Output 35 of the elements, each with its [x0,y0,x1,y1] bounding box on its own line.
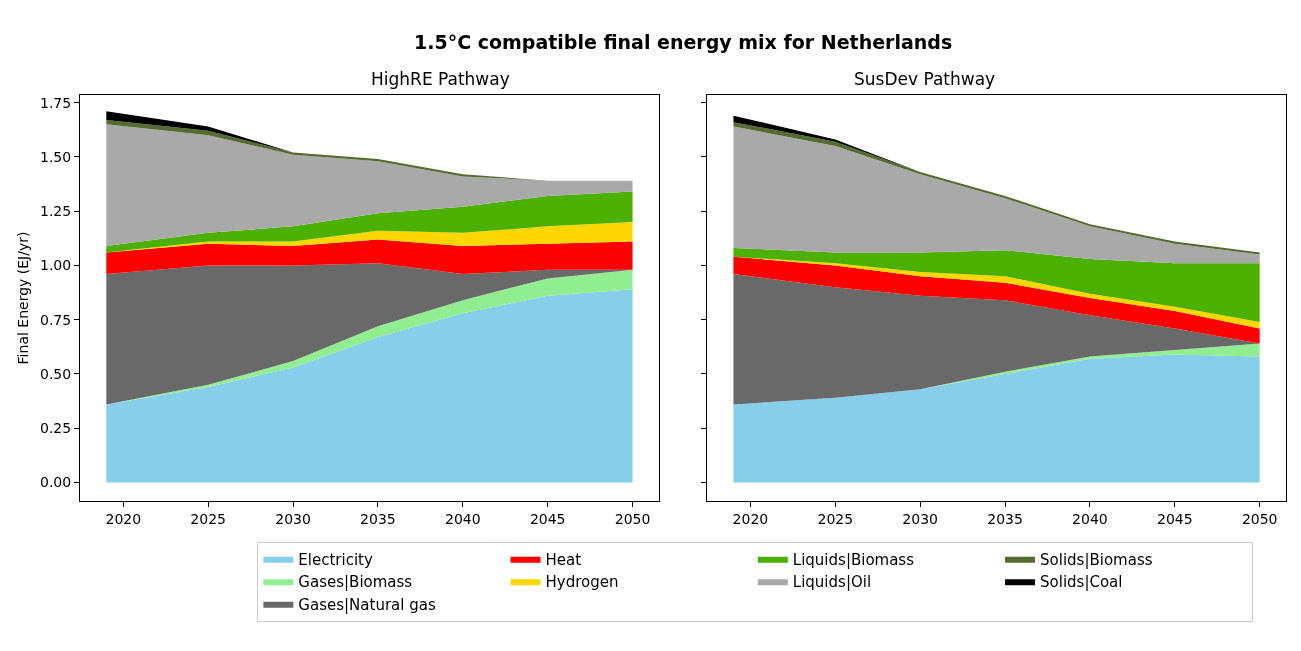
y-tick-label: 1.25 [40,203,72,220]
x-tick-label: 2050 [614,510,651,527]
y-tick-label: 0.25 [40,420,72,437]
x-tick-label: 2050 [1241,510,1278,527]
x-tick-label: 2045 [529,510,566,527]
x-tick-label: 2040 [444,510,481,527]
y-tick-label: 1.50 [40,148,72,165]
legend-label: Hydrogen [545,573,619,592]
y-tick-label: 0.50 [40,365,72,382]
x-tick-label: 2035 [987,510,1023,527]
x-tick-label: 2025 [190,510,226,527]
text: 1.5°C compatible final energy mix for Netherlands [414,31,953,53]
x-tick-label: 2020 [732,510,769,527]
legend-label: Liquids|Biomass [792,550,915,569]
chart-title: HighRE Pathway [371,69,510,89]
x-tick-label: 2025 [817,510,854,527]
y-tick-label: 0.00 [40,474,72,491]
x-tick-label: 2020 [105,510,142,527]
y-tick-label: 1.00 [40,257,72,274]
legend-label: Solids|Biomass [1040,550,1153,569]
x-tick-label: 2035 [360,510,396,527]
x-tick-label: 2030 [275,510,311,527]
x-tick-label: 2040 [1072,510,1108,527]
legend-label: Solids|Coal [1040,573,1123,592]
y-tick-label: 1.75 [40,94,72,111]
y-tick-label: 0.75 [40,311,72,328]
legend-label: Gases|Natural gas [298,595,436,614]
legend-label: Liquids|Oil [792,573,872,592]
legend-label: Electricity [298,550,373,569]
x-tick-label: 2045 [1156,510,1193,527]
legend-label: Heat [545,550,582,569]
x-tick-label: 2030 [902,510,938,527]
y-axis-title: Final Energy (EJ/yr) [14,231,31,365]
chart-title: SusDev Pathway [854,69,996,89]
legend-label: Gases|Biomass [298,573,413,592]
